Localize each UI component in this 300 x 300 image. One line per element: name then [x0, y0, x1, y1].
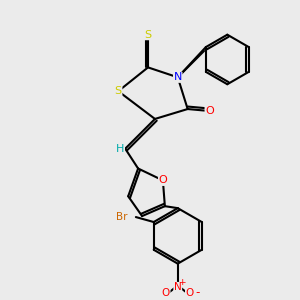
- Text: Br: Br: [116, 212, 128, 222]
- Text: O: O: [205, 106, 214, 116]
- Text: S: S: [115, 86, 122, 96]
- Text: O: O: [158, 176, 167, 185]
- Text: +: +: [178, 278, 185, 287]
- Text: S: S: [145, 30, 152, 40]
- Text: H: H: [116, 144, 124, 154]
- Text: N: N: [174, 72, 182, 82]
- Text: N: N: [174, 282, 182, 292]
- Text: -: -: [195, 286, 200, 299]
- Text: O: O: [185, 288, 194, 298]
- Text: O: O: [162, 288, 170, 298]
